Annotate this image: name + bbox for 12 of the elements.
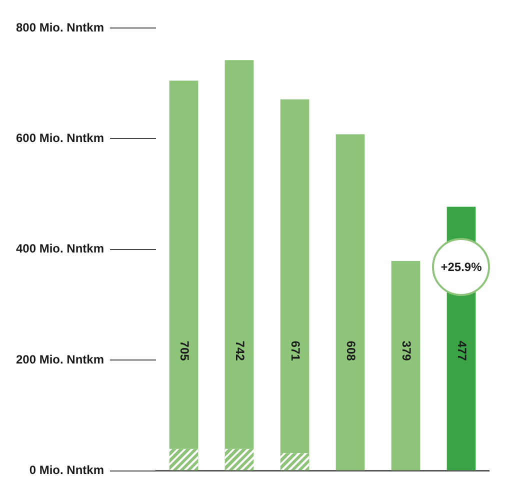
total-label: 742 (232, 340, 247, 362)
total-label: 477 (454, 340, 469, 362)
y-tick-label: 400 Mio. Nntkm (16, 242, 104, 256)
y-tick-label: 0 Mio. Nntkm (29, 463, 104, 478)
total-label: 379 (399, 340, 414, 362)
total-label: 671 (288, 340, 302, 362)
total-label: 705 (177, 340, 192, 362)
y-tick-label: 800 Mio. Nntkm (16, 20, 104, 34)
y-tick-label: 200 Mio. Nntkm (16, 352, 104, 366)
y-tick-label: 600 Mio. Nntkm (16, 131, 104, 146)
circle-badge: +25.9% (432, 238, 490, 296)
total-label: 608 (344, 340, 358, 362)
